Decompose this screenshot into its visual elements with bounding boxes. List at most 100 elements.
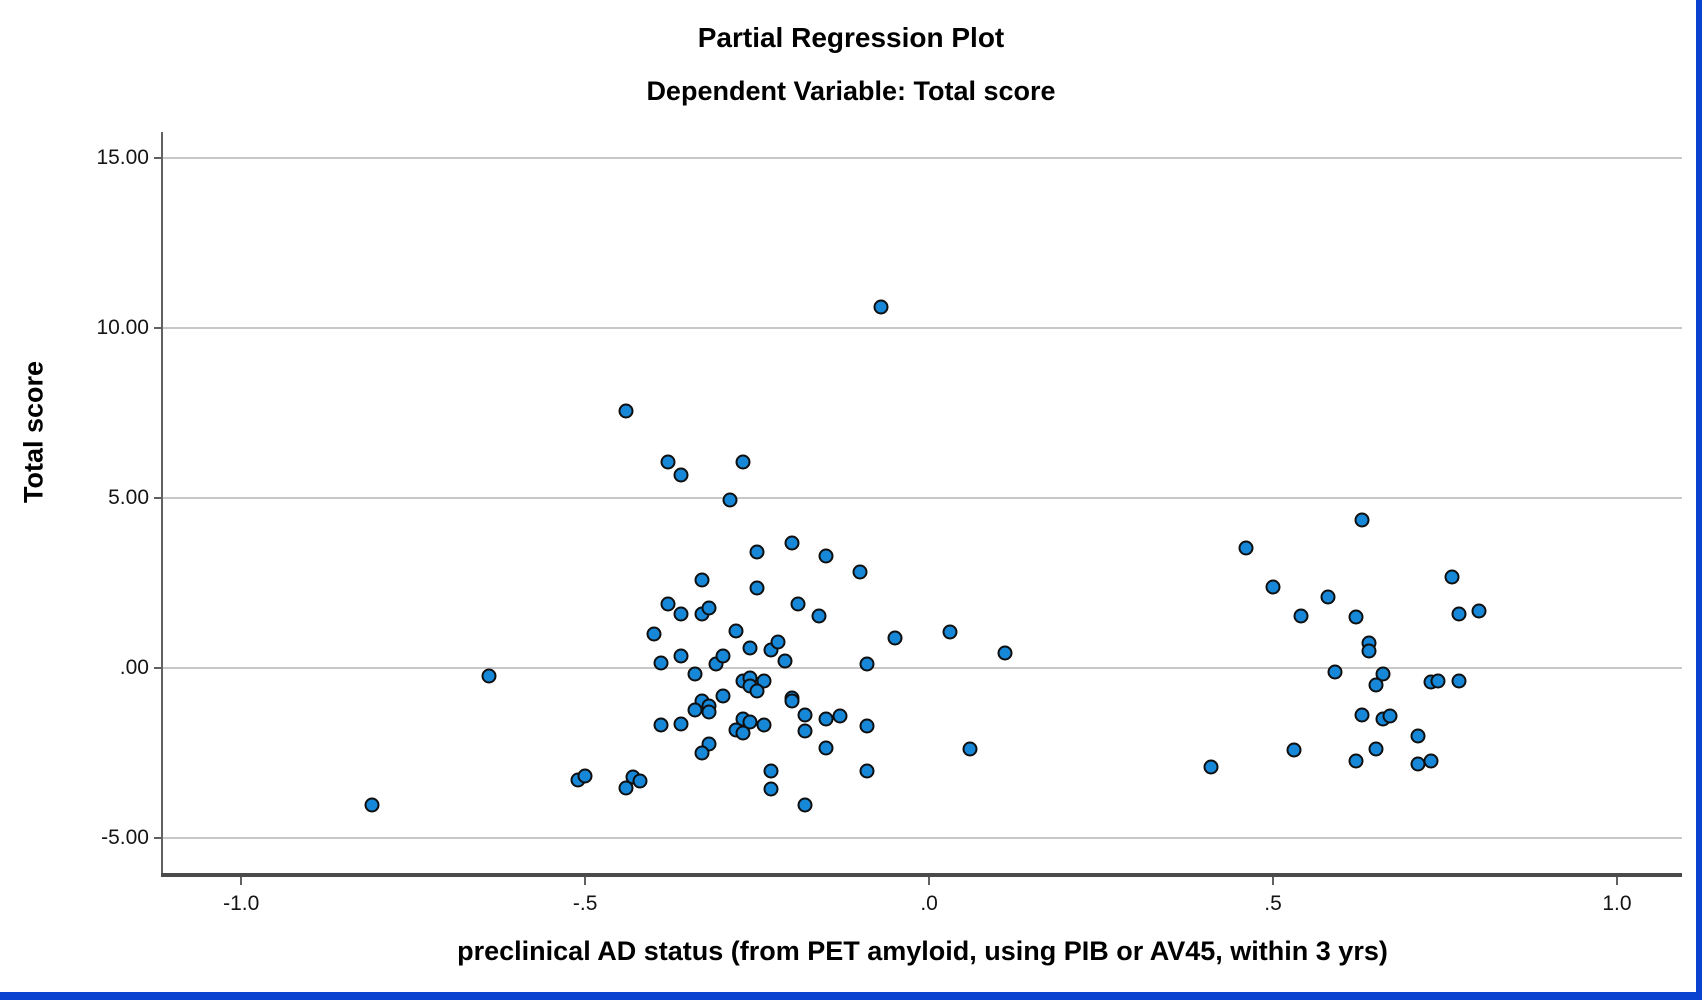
data-point [1430, 673, 1446, 689]
data-point [673, 606, 689, 622]
data-point [1451, 606, 1467, 622]
y-axis-tick [154, 327, 163, 330]
data-point [660, 596, 676, 612]
data-point [784, 535, 800, 551]
data-point [818, 711, 834, 727]
data-point [722, 492, 738, 508]
y-axis-tick-label: 15.00 [96, 146, 149, 170]
y-gridline [163, 157, 1682, 160]
data-point [687, 666, 703, 682]
data-point [818, 548, 834, 564]
data-point [1361, 643, 1377, 659]
data-point [873, 299, 889, 315]
data-point [673, 716, 689, 732]
data-point [701, 704, 717, 720]
x-axis-tick-label: .5 [1264, 892, 1282, 915]
data-point [618, 403, 634, 419]
data-point [618, 780, 634, 796]
data-point [749, 580, 765, 596]
data-point [715, 688, 731, 704]
x-axis-tick-label: -.5 [572, 892, 598, 915]
data-point [859, 763, 875, 779]
x-axis-tick-label: 1.0 [1602, 892, 1632, 915]
data-point [1320, 589, 1336, 605]
data-point [577, 768, 593, 784]
window-border-bottom [0, 992, 1702, 1000]
data-point [1265, 579, 1281, 595]
x-axis-title: preclinical AD status (from PET amyloid,… [457, 936, 1388, 966]
data-point [1327, 664, 1343, 680]
data-point [1354, 707, 1370, 723]
data-point [694, 745, 710, 761]
y-axis-tick-label: .00 [119, 656, 149, 680]
y-axis-title: Total score [18, 360, 49, 503]
data-point [832, 708, 848, 724]
data-point [735, 454, 751, 470]
data-point [852, 564, 868, 580]
data-point [1348, 609, 1364, 625]
data-point [1238, 540, 1254, 556]
data-point [1471, 603, 1487, 619]
x-axis-tick-label: -1.0 [223, 892, 260, 915]
y-axis-tick-label: 10.00 [96, 316, 149, 340]
data-point [1444, 569, 1460, 585]
data-point [715, 648, 731, 664]
data-point [694, 572, 710, 588]
data-point [632, 773, 648, 789]
y-gridline [163, 836, 1682, 839]
data-point [1410, 756, 1425, 772]
data-point [701, 600, 717, 616]
data-point [1368, 677, 1384, 693]
data-point [653, 717, 669, 733]
data-point [1368, 741, 1384, 757]
data-point [735, 725, 751, 741]
data-point [646, 626, 662, 642]
data-point [790, 596, 806, 612]
data-point [1286, 742, 1302, 758]
data-point [1382, 708, 1398, 724]
y-axis-tick-label: 5.00 [108, 486, 149, 510]
data-point [1451, 673, 1467, 689]
data-point [997, 645, 1013, 661]
data-point [742, 640, 758, 656]
data-point [770, 634, 786, 650]
x-axis-line [161, 873, 1682, 877]
y-axis-tick [154, 157, 163, 160]
chart-subtitle: Dependent Variable: Total score [646, 76, 1056, 106]
data-point [784, 693, 800, 709]
data-point [756, 717, 772, 733]
data-point [749, 544, 765, 560]
x-axis-tick [1272, 876, 1275, 885]
data-point [859, 718, 875, 734]
data-point [728, 623, 744, 639]
x-axis-tick [928, 876, 931, 885]
y-gridline [163, 497, 1682, 500]
data-point [1410, 728, 1425, 744]
data-point [673, 467, 689, 483]
data-point [1423, 753, 1439, 769]
data-point [887, 630, 903, 646]
data-point [749, 683, 765, 699]
data-point [763, 763, 779, 779]
x-axis-tick [1615, 876, 1618, 885]
data-point [777, 653, 793, 669]
chart-title: Partial Regression Plot [697, 22, 1005, 53]
data-point [1348, 753, 1364, 769]
data-point [687, 702, 703, 718]
x-axis-tick [584, 876, 587, 885]
data-point [364, 797, 380, 813]
y-gridline [163, 327, 1682, 330]
data-point [1293, 608, 1309, 624]
data-point [763, 781, 779, 797]
data-point [653, 655, 669, 671]
data-point [942, 624, 958, 640]
x-axis-tick-label: .0 [920, 892, 938, 915]
data-point [1203, 759, 1219, 775]
data-point [797, 707, 813, 723]
y-axis-tick-label: -5.00 [101, 825, 149, 849]
data-point [797, 723, 813, 739]
data-point [811, 608, 827, 624]
data-point [797, 797, 813, 813]
